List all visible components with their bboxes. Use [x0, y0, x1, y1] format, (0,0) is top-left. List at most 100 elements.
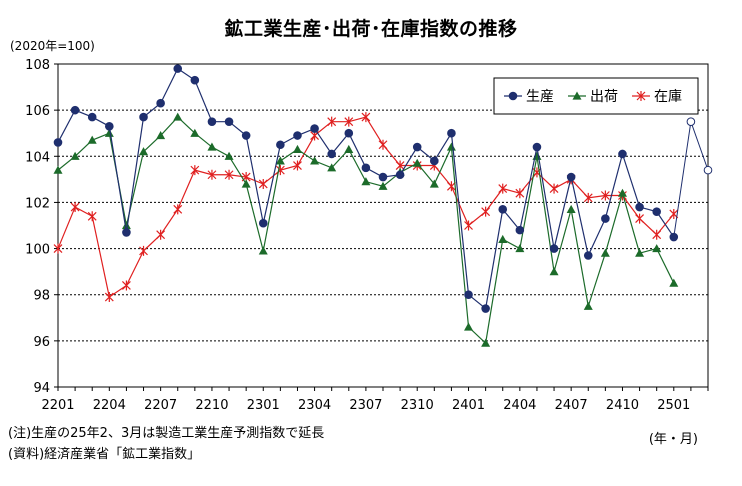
data-point — [224, 151, 234, 160]
x-tick-label: 2404 — [503, 398, 536, 413]
forecast-line — [673, 121, 709, 238]
data-point — [70, 105, 80, 115]
data-point — [549, 267, 559, 276]
data-point — [635, 202, 644, 212]
data-point — [515, 188, 525, 199]
legend-item-生産: 生産 — [504, 89, 554, 105]
data-point — [481, 338, 491, 347]
data-point — [446, 181, 456, 192]
data-point — [361, 163, 371, 173]
data-point — [139, 147, 149, 156]
data-point — [276, 140, 285, 150]
data-point — [669, 232, 679, 242]
data-point — [412, 142, 422, 152]
data-point — [344, 128, 354, 138]
data-point — [464, 322, 474, 331]
data-point — [207, 117, 217, 126]
data-point — [532, 142, 542, 152]
data-point — [70, 202, 80, 213]
data-point — [53, 138, 63, 147]
data-point — [293, 131, 302, 140]
x-tick-label: 2401 — [452, 398, 485, 413]
data-point — [258, 178, 268, 189]
x-tick-label: 2301 — [247, 398, 280, 413]
data-point — [207, 169, 217, 180]
data-point — [70, 151, 80, 160]
data-point — [344, 116, 354, 127]
series-在庫 — [53, 112, 679, 303]
data-point — [190, 75, 200, 85]
y-tick-label: 100 — [25, 243, 50, 258]
x-tick-label: 2307 — [349, 398, 382, 413]
data-point — [447, 128, 456, 138]
y-tick-label: 108 — [25, 58, 50, 73]
legend-label: 出荷 — [590, 89, 618, 105]
data-point — [121, 280, 131, 291]
data-point — [293, 160, 302, 171]
data-point — [173, 204, 183, 215]
x-tick-label: 2407 — [555, 398, 588, 413]
x-tick-label: 2501 — [657, 398, 690, 413]
data-point — [139, 245, 148, 256]
x-unit-label: (年・月) — [648, 432, 698, 447]
y-tick-label: 98 — [33, 289, 50, 304]
data-point — [652, 207, 661, 216]
data-point — [549, 183, 559, 194]
data-point — [669, 278, 679, 287]
data-point — [156, 131, 166, 140]
data-point — [310, 124, 319, 133]
legend-box — [493, 77, 699, 115]
data-point — [156, 98, 165, 108]
series-生産 — [53, 64, 713, 313]
data-point — [207, 142, 217, 151]
series-layer — [53, 64, 713, 347]
y-tick-label: 106 — [25, 104, 50, 119]
data-point — [173, 112, 183, 121]
data-point — [498, 183, 508, 194]
data-point — [498, 205, 508, 214]
data-point — [224, 169, 234, 180]
data-point — [139, 112, 148, 122]
legend-item-在庫: 在庫 — [632, 88, 682, 105]
data-point — [104, 292, 114, 303]
data-point — [430, 156, 439, 166]
legend-label: 生産 — [526, 89, 554, 105]
y-tick-label: 102 — [25, 196, 50, 211]
data-point — [464, 220, 473, 231]
data-point — [258, 246, 268, 255]
footnote-note: (注)生産の25年2、3月は製造工業生産予測指数で延長 — [8, 426, 325, 441]
data-point — [190, 128, 200, 137]
data-point — [190, 165, 200, 176]
data-point — [104, 128, 114, 137]
data-point — [378, 139, 388, 150]
legend-item-出荷: 出荷 — [568, 89, 618, 105]
data-point — [275, 156, 285, 165]
x-tick-label: 2207 — [144, 398, 177, 413]
data-point — [583, 251, 593, 260]
data-point — [327, 149, 336, 159]
data-point — [618, 149, 627, 159]
x-tick-label: 2201 — [41, 398, 74, 413]
data-point — [121, 221, 131, 230]
data-point — [652, 229, 662, 240]
data-point — [327, 116, 337, 127]
data-point — [635, 213, 645, 224]
y-tick-label: 104 — [25, 150, 50, 165]
data-point — [378, 172, 388, 182]
data-point — [498, 234, 508, 243]
data-point — [635, 248, 645, 257]
data-point — [601, 214, 610, 223]
x-tick-label: 2204 — [93, 398, 126, 413]
x-tick-label: 2410 — [606, 398, 639, 413]
y-unit-label: (2020年=100) — [10, 39, 95, 53]
data-point — [508, 91, 518, 101]
data-point — [600, 190, 610, 201]
data-point — [481, 304, 490, 313]
data-point — [327, 163, 337, 172]
data-point — [241, 131, 251, 140]
data-point — [686, 117, 696, 126]
data-point — [87, 211, 97, 222]
data-point — [53, 165, 63, 174]
data-point — [122, 228, 131, 237]
data-point — [395, 170, 405, 180]
